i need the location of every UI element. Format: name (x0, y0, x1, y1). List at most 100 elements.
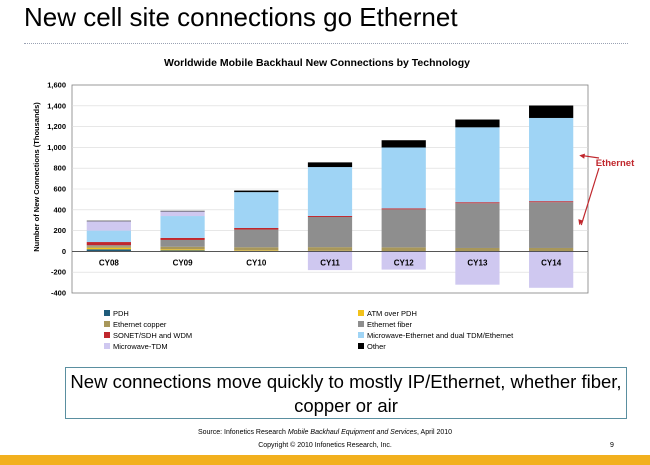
y-tick-label: 1,400 (47, 101, 66, 110)
legend-label: Ethernet fiber (367, 320, 413, 329)
bars-layer (86, 105, 574, 288)
callout-box: New connections move quickly to mostly I… (65, 367, 627, 419)
y-tick-label: 400 (53, 205, 66, 214)
backhaul-chart: Worldwide Mobile Backhaul New Connection… (32, 57, 635, 351)
x-tick-label: CY11 (320, 258, 340, 267)
legend-label: Microwave-TDM (113, 342, 168, 351)
legend-label: SONET/SDH and WDM (113, 331, 192, 340)
ethernet-annotation: Ethernet (596, 158, 635, 169)
footer-bar (0, 455, 650, 465)
bar-segment (307, 162, 353, 168)
bar-segment (307, 167, 353, 216)
bar-segment (160, 239, 205, 247)
bar-segment (529, 247, 574, 252)
title-divider (24, 43, 628, 44)
legend-label: ATM over PDH (367, 309, 417, 318)
bar-segment (86, 246, 131, 248)
legend-swatch (358, 310, 364, 316)
legend-swatch (358, 321, 364, 327)
bar-segment (529, 202, 574, 248)
y-tick-label: 1,600 (47, 81, 66, 90)
source-title: Mobile Backhaul Equipment and Services (287, 429, 418, 436)
bar-segment (455, 251, 500, 285)
bar-segment (381, 247, 426, 251)
source-note: Source: Infonetics Research Mobile Backh… (0, 429, 650, 436)
bar-segment (86, 221, 131, 231)
bar-segment (455, 203, 500, 248)
bar-segment (86, 249, 131, 252)
x-tick-label: CY10 (246, 258, 267, 267)
legend-swatch (104, 321, 110, 327)
bar-segment (86, 242, 131, 246)
x-tick-label: CY13 (467, 258, 488, 267)
bar-segment (529, 117, 574, 202)
bar-segment (381, 140, 426, 148)
y-tick-label: -400 (51, 289, 66, 298)
bar-segment (160, 246, 205, 250)
y-axis-label: Number of New Connections (Thousands) (32, 102, 41, 252)
source-prefix: Source: Infonetics Research (197, 429, 288, 436)
bar-segment (381, 147, 426, 209)
bar-segment (381, 208, 426, 210)
bar-segment (160, 216, 205, 238)
bar-segment (307, 216, 353, 248)
chart-title: Worldwide Mobile Backhaul New Connection… (164, 57, 470, 69)
arrow-to-ethernet-fiber (580, 167, 600, 226)
bar-segment (381, 251, 426, 270)
bar-segment (307, 251, 353, 271)
bar-segment (86, 247, 131, 250)
bar-segment (307, 215, 353, 217)
bar-segment (160, 250, 205, 252)
bar-segment (381, 209, 426, 248)
legend-swatch (104, 343, 110, 349)
legend-swatch (358, 343, 364, 349)
legend-label: PDH (113, 309, 129, 318)
legend-swatch (104, 332, 110, 338)
legend-label: Ethernet copper (113, 320, 167, 329)
axis-layer: 1,600 1,400 1,200 1,000 800 600 400 200 0 -200 -40… (47, 81, 588, 298)
bar-segment (160, 249, 205, 251)
bar-segment (160, 211, 205, 217)
legend-label: Other (367, 342, 386, 351)
bar-segment (234, 250, 279, 251)
bar-segment (234, 192, 279, 228)
y-tick-label: 1,000 (47, 143, 66, 152)
annotation-layer: Ethernet (578, 153, 635, 226)
bar-segment (455, 202, 500, 204)
legend-label: Microwave-Ethernet and dual TDM/Ethernet (367, 331, 514, 340)
slide-title: New cell site connections go Ethernet (24, 2, 458, 32)
bar-segment (529, 201, 574, 203)
x-tick-label: CY14 (541, 258, 562, 267)
arrow-to-ethernet-fiber-head (578, 219, 584, 226)
bar-segment (234, 190, 279, 193)
x-tick-label: CY08 (99, 258, 120, 267)
bar-segment (160, 210, 205, 212)
y-tick-label: 200 (53, 226, 66, 235)
bar-segment (455, 119, 500, 128)
y-tick-label: 800 (53, 164, 66, 173)
y-tick-label: 600 (53, 185, 66, 194)
bar-segment (234, 228, 279, 230)
bar-segment (455, 247, 500, 252)
legend-swatch (358, 332, 364, 338)
bar-segment (234, 247, 279, 251)
y-tick-label: 0 (62, 247, 66, 256)
bar-segment (86, 245, 131, 247)
legend: PDH ATM over PDH Ethernet copper Ethernet f… (104, 309, 514, 351)
bar-segment (86, 220, 131, 222)
bar-segment (307, 247, 353, 251)
legend-swatch (104, 310, 110, 316)
x-tick-label: CY12 (394, 258, 415, 267)
y-tick-label: -200 (51, 268, 66, 277)
bar-segment (455, 127, 500, 203)
y-tick-label: 1,200 (47, 122, 66, 131)
arrow-to-microwave-ethernet-head (579, 153, 585, 159)
bar-segment (529, 105, 574, 118)
source-suffix: , April 2010 (417, 429, 453, 436)
copyright: Copyright © 2010 Infonetics Research, In… (258, 442, 392, 449)
bar-segment (86, 230, 131, 243)
x-tick-label: CY09 (173, 258, 194, 267)
bar-segment (160, 237, 205, 240)
bar-segment (529, 251, 574, 288)
page-number: 9 (610, 442, 614, 449)
